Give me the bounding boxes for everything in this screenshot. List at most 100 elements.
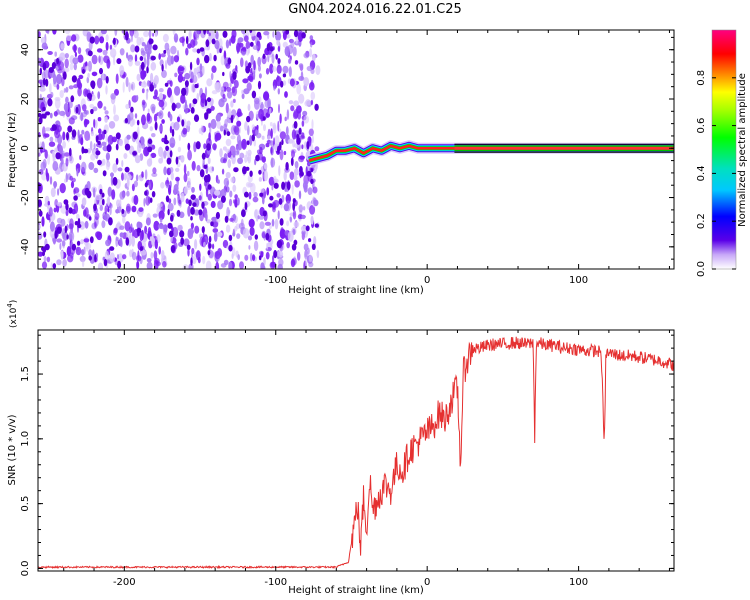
noise-speckle — [38, 224, 41, 229]
noise-speckle — [191, 256, 197, 265]
noise-speckle — [304, 249, 308, 260]
noise-speckle — [167, 87, 172, 98]
noise-speckle-dark — [103, 129, 107, 135]
noise-speckle — [40, 81, 43, 87]
noise-speckle-dark — [74, 221, 79, 226]
noise-speckle — [220, 263, 227, 268]
noise-speckle — [146, 115, 153, 124]
noise-speckle-dark — [273, 182, 279, 189]
noise-speckle-dark — [42, 78, 46, 86]
noise-speckle — [287, 138, 294, 144]
noise-speckle — [83, 209, 87, 217]
noise-speckle — [94, 35, 100, 45]
noise-speckle — [153, 220, 160, 231]
noise-speckle — [118, 139, 123, 147]
noise-speckle — [272, 124, 277, 134]
noise-speckle — [279, 131, 287, 140]
noise-speckle — [151, 172, 158, 177]
noise-speckle — [68, 85, 74, 90]
noise-speckle — [183, 164, 187, 175]
noise-speckle — [73, 44, 77, 53]
noise-speckle — [214, 81, 219, 91]
noise-speckle — [265, 251, 270, 260]
noise-speckle — [154, 31, 158, 37]
noise-speckle-dark — [266, 43, 271, 52]
noise-speckle — [310, 91, 316, 100]
noise-speckle — [146, 258, 152, 263]
snr-panel: -200 -100 0 100 0.0 0.5 1.0 1.5 Height of stra… — [6, 300, 675, 596]
noise-speckle — [211, 216, 218, 222]
noise-speckle — [225, 102, 229, 114]
noise-speckle — [155, 261, 161, 267]
noise-speckle — [63, 67, 70, 73]
noise-speckle-dark — [117, 260, 122, 269]
noise-speckle — [163, 150, 167, 159]
noise-speckle — [117, 221, 121, 227]
noise-speckle — [92, 187, 96, 198]
noise-speckle — [96, 77, 103, 89]
noise-speckle-dark — [38, 210, 43, 217]
noise-speckle-dark — [188, 199, 192, 207]
noise-speckle — [231, 86, 238, 97]
noise-speckle — [253, 70, 256, 80]
noise-speckle — [126, 134, 131, 140]
noise-speckle — [253, 60, 256, 71]
noise-speckle — [289, 78, 295, 87]
noise-speckle — [158, 210, 165, 220]
noise-speckle — [175, 176, 180, 182]
noise-speckle — [77, 47, 82, 55]
noise-speckle — [147, 226, 152, 238]
noise-speckle — [180, 192, 185, 203]
noise-speckle — [53, 207, 57, 213]
noise-speckle — [173, 33, 179, 43]
noise-speckle-dark — [38, 112, 42, 118]
noise-speckle — [230, 100, 234, 108]
snr-y-label: SNR (10 * v/v) — [7, 414, 18, 485]
noise-speckle-dark — [169, 150, 173, 158]
noise-speckle — [222, 158, 227, 164]
noise-speckle — [93, 167, 99, 174]
noise-speckle — [73, 62, 78, 71]
y-tick-label: 20 — [20, 93, 31, 106]
noise-speckle — [209, 124, 212, 135]
noise-speckle-dark — [311, 243, 316, 250]
noise-speckle — [91, 71, 98, 77]
noise-speckle-dark — [306, 141, 310, 150]
noise-speckle-dark — [95, 135, 99, 143]
noise-speckle — [105, 34, 109, 42]
noise-speckle — [229, 82, 232, 88]
noise-speckle — [62, 140, 66, 149]
noise-speckle — [284, 229, 289, 236]
noise-speckle — [126, 177, 130, 188]
noise-speckle — [110, 93, 117, 100]
noise-speckle — [310, 215, 314, 225]
noise-speckle — [158, 53, 161, 60]
noise-speckle — [200, 125, 204, 136]
noise-speckle — [161, 69, 167, 79]
noise-speckle-dark — [249, 170, 253, 177]
noise-speckle-dark — [132, 131, 138, 140]
noise-speckle — [272, 65, 277, 72]
noise-speckle-dark — [88, 216, 92, 221]
noise-speckle — [226, 206, 230, 218]
noise-speckle — [207, 157, 211, 165]
noise-speckle — [294, 168, 299, 176]
y-tick-label: -20 — [20, 189, 31, 205]
noise-speckle-dark — [144, 182, 148, 188]
noise-speckle — [161, 119, 165, 124]
noise-speckle — [64, 58, 69, 69]
noise-speckle — [46, 30, 50, 35]
noise-speckle — [253, 139, 257, 147]
noise-speckle — [252, 45, 259, 50]
noise-speckle — [65, 157, 69, 167]
noise-speckle-dark — [204, 112, 209, 118]
noise-speckle-dark — [247, 62, 252, 69]
noise-speckle — [61, 76, 65, 87]
noise-speckle — [269, 140, 275, 146]
noise-speckle-dark — [244, 202, 248, 211]
noise-speckle — [134, 60, 141, 66]
noise-speckle-dark — [223, 129, 226, 136]
noise-speckle — [315, 65, 321, 76]
noise-speckle — [292, 46, 297, 57]
noise-speckle — [44, 133, 50, 138]
